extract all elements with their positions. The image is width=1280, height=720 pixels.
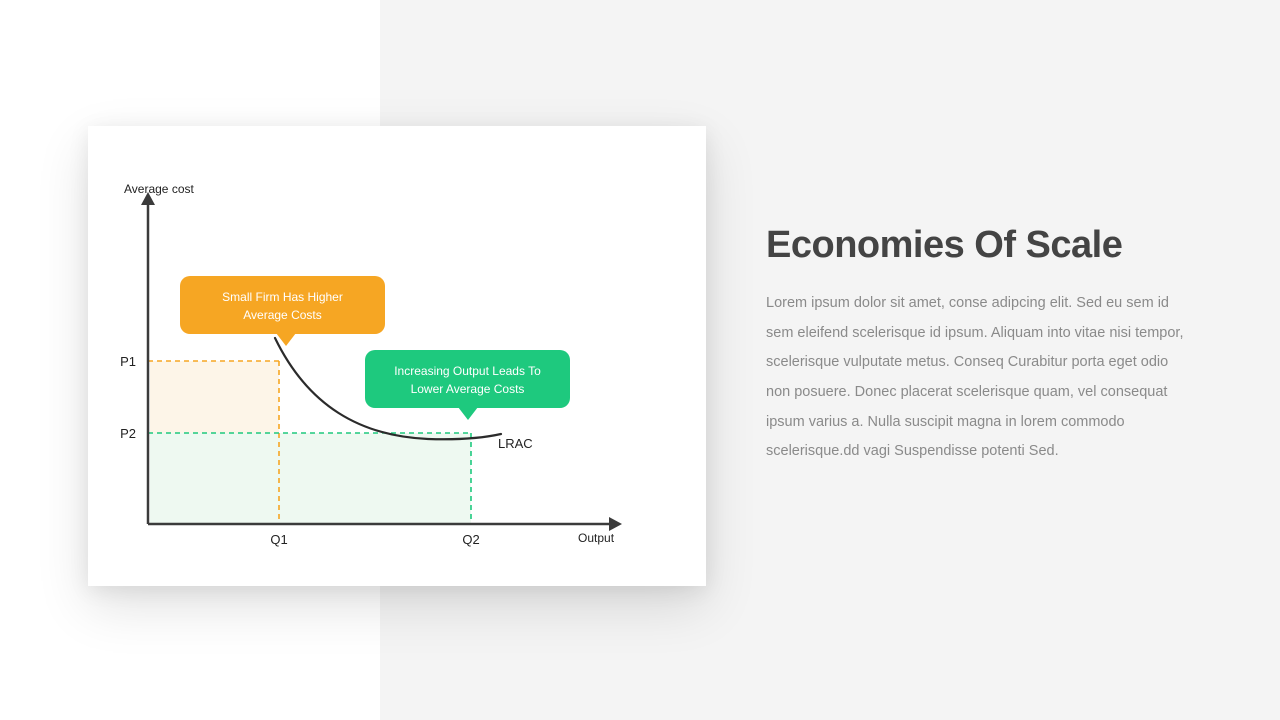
economies-of-scale-chart: Small Firm Has Higher Average Costs Incr… — [88, 126, 706, 586]
p1-label: P1 — [120, 354, 136, 369]
q2-label: Q2 — [462, 532, 479, 547]
text-block: Economies Of Scale Lorem ipsum dolor sit… — [766, 225, 1186, 467]
body-text: Lorem ipsum dolor sit amet, conse adipci… — [766, 289, 1186, 467]
x-axis-arrow-icon — [609, 517, 622, 531]
x-axis-label: Output — [578, 531, 615, 545]
callout-small-firm: Small Firm Has Higher Average Costs — [180, 276, 385, 346]
p2-label: P2 — [120, 426, 136, 441]
page-title: Economies Of Scale — [766, 225, 1186, 267]
svg-text:Increasing Output Leads To: Increasing Output Leads To — [394, 364, 541, 378]
svg-text:Lower Average Costs: Lower Average Costs — [411, 382, 525, 396]
svg-text:Average Costs: Average Costs — [243, 308, 322, 322]
region-p2-q2-fill — [150, 433, 471, 524]
callout-increasing-output: Increasing Output Leads To Lower Average… — [365, 350, 570, 420]
q1-label: Q1 — [270, 532, 287, 547]
y-axis-label: Average cost — [124, 182, 194, 196]
svg-text:Small Firm Has Higher: Small Firm Has Higher — [222, 290, 343, 304]
chart-card: Small Firm Has Higher Average Costs Incr… — [88, 126, 706, 586]
lrac-label: LRAC — [498, 436, 533, 451]
